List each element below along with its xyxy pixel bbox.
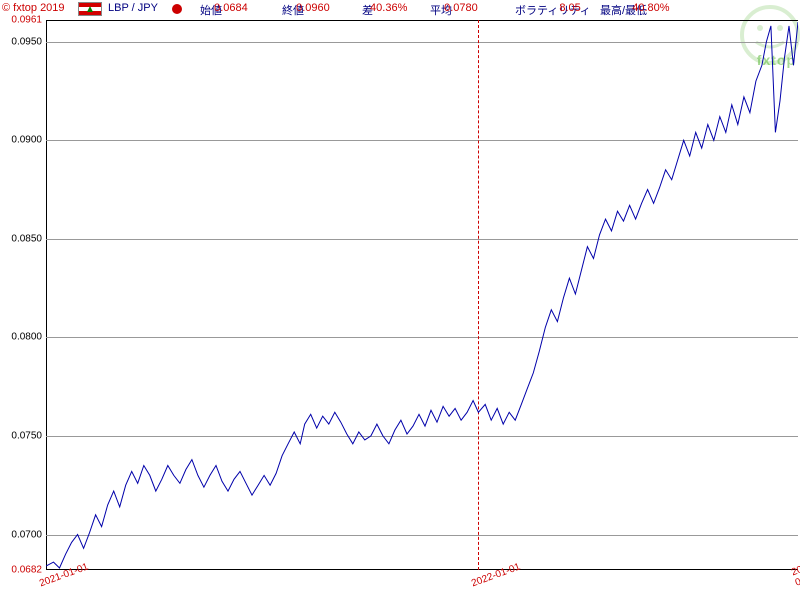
stat-value: 8.05	[559, 2, 580, 14]
y-axis-label: 0.0900	[2, 135, 42, 146]
price-line	[46, 20, 798, 570]
y-axis-label: 0.0950	[2, 36, 42, 47]
y-axis-label: 0.0850	[2, 233, 42, 244]
y-axis-label: 0.0750	[2, 430, 42, 441]
y-axis-label: 0.0961	[2, 15, 42, 26]
stat-value: 40.80%	[632, 2, 669, 14]
y-axis-label: 0.0682	[2, 565, 42, 576]
currency-pair: LBP / JPY	[108, 2, 158, 14]
chart-header: © fxtop 2019 LBP / JPY 始値0.0684終値0.0960差…	[0, 2, 800, 20]
dot-icon	[172, 4, 182, 14]
stat-value: 0.0960	[296, 2, 330, 14]
stat-value: 0.0780	[444, 2, 478, 14]
y-axis-label: 0.0800	[2, 332, 42, 343]
stat-value: 40.36%	[370, 2, 407, 14]
flag-icon	[78, 2, 102, 16]
stat-value: 0.0684	[214, 2, 248, 14]
copyright-text: © fxtop 2019	[2, 2, 65, 14]
price-chart: 0.09610.09500.09000.08500.08000.07500.07…	[46, 20, 798, 570]
y-axis-label: 0.0700	[2, 529, 42, 540]
